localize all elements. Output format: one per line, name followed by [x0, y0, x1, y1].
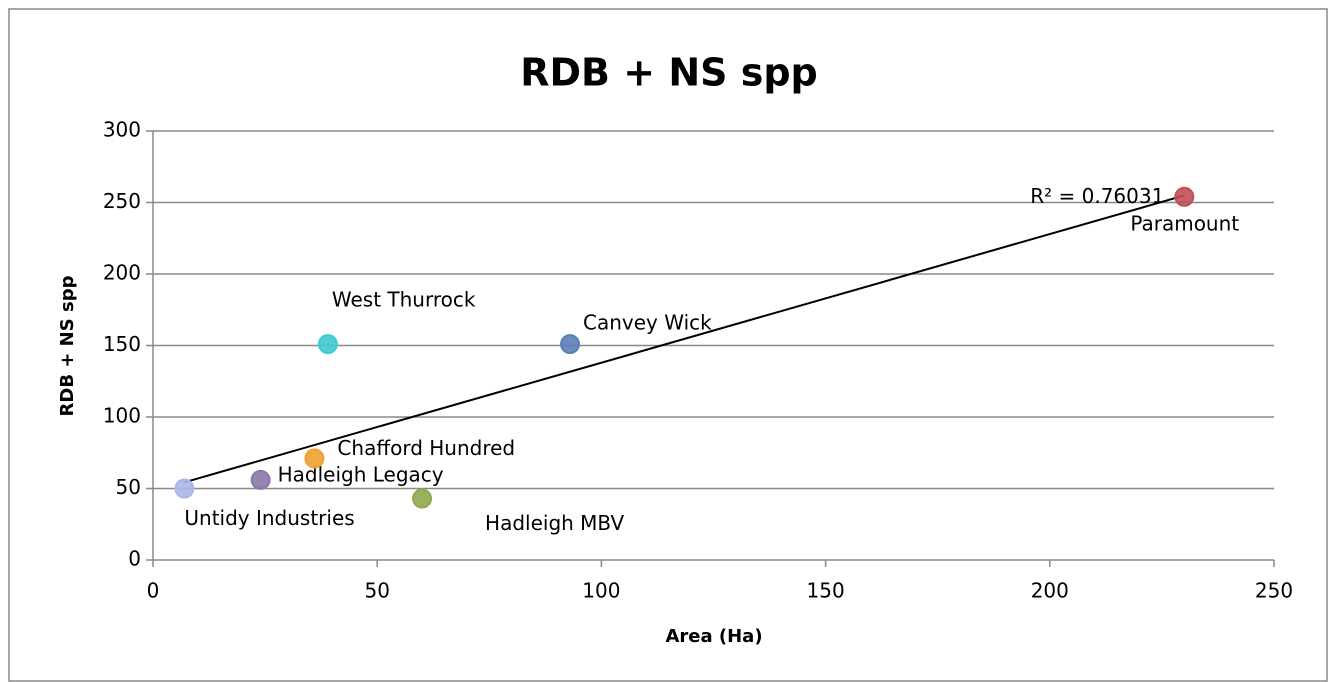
- y-tick-label: 50: [116, 475, 141, 499]
- y-tick-label: 0: [128, 547, 141, 571]
- y-tick-label: 300: [103, 118, 141, 142]
- point: [304, 448, 325, 469]
- x-tick-label: 200: [1031, 579, 1069, 603]
- y-tick-label: 250: [103, 189, 141, 213]
- point-label: West Thurrock: [332, 288, 476, 312]
- x-tick-label: 250: [1255, 579, 1293, 603]
- point: [560, 334, 581, 355]
- point-label: Hadleigh Legacy: [278, 462, 444, 486]
- x-tick-label: 0: [147, 579, 160, 603]
- point: [174, 478, 195, 499]
- x-axis-label: Area (Ha): [665, 626, 762, 647]
- point-label: Chafford Hundred: [337, 436, 515, 460]
- annotation: R² = 0.76031: [1030, 184, 1164, 208]
- point: [250, 469, 271, 490]
- point: [412, 488, 433, 509]
- x-tick-label: 50: [364, 579, 389, 603]
- y-tick-label: 150: [103, 332, 141, 356]
- trendline: [184, 194, 1185, 484]
- point: [317, 334, 338, 355]
- point-label: Canvey Wick: [583, 311, 712, 335]
- y-tick-label: 100: [103, 404, 141, 428]
- x-tick-label: 100: [582, 579, 620, 603]
- y-axis-label: RDB + NS spp: [57, 275, 78, 416]
- point-label: Hadleigh MBV: [485, 511, 624, 535]
- point: [1174, 186, 1195, 207]
- point-label: Untidy Industries: [184, 506, 354, 530]
- x-tick-label: 150: [807, 579, 845, 603]
- y-tick-label: 200: [103, 261, 141, 285]
- point-label: Paramount: [1130, 211, 1239, 235]
- chart-title: RDB + NS spp: [520, 51, 818, 95]
